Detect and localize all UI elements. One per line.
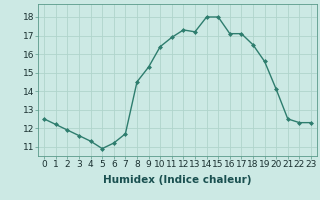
X-axis label: Humidex (Indice chaleur): Humidex (Indice chaleur) (103, 175, 252, 185)
